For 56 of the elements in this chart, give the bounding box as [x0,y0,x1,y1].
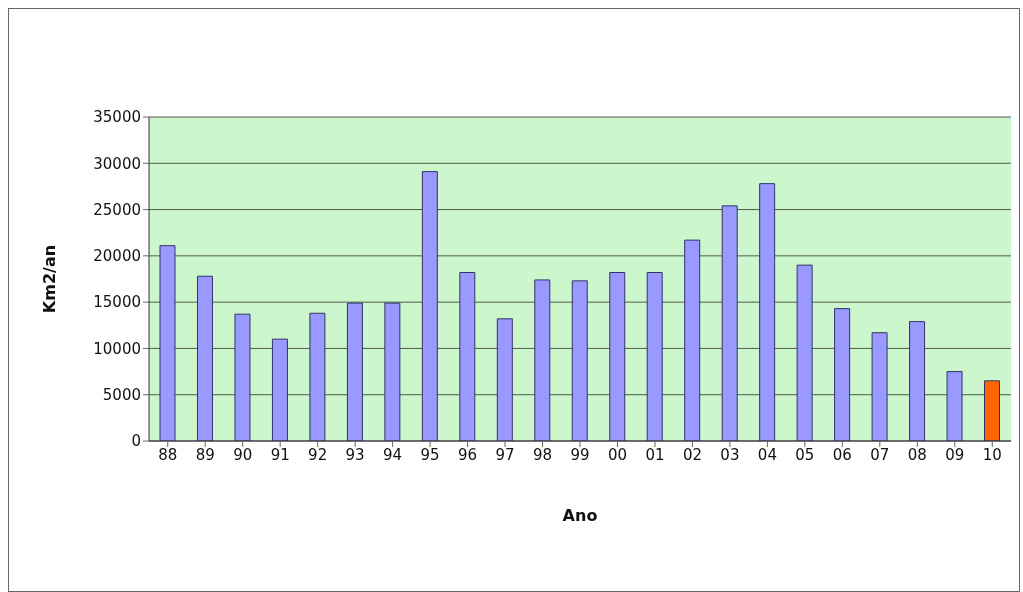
y-axis-title: Km2/an [39,244,59,314]
x-tick-label: 04 [757,445,777,464]
x-tick-label: 09 [945,445,965,464]
x-tick-label: 00 [607,445,628,464]
bar [309,312,326,441]
x-tick-label: 01 [645,445,665,464]
y-tick-label: 10000 [93,339,141,358]
bar [271,338,288,441]
bar [609,272,626,441]
x-tick-label: 88 [158,445,178,464]
bar [346,302,363,441]
x-tick-label: 90 [233,445,253,464]
bar [496,318,513,441]
bar [834,308,851,441]
bar [234,313,251,441]
y-tick-label: 35000 [93,108,141,127]
y-tick-label: 5000 [102,386,141,405]
x-tick-label: 98 [532,445,553,464]
x-tick-label: 96 [458,445,478,464]
y-tick-label: 25000 [93,200,141,219]
y-tick-label: 0 [131,432,141,451]
x-tick-label: 97 [495,445,515,464]
x-tick-label: 07 [870,445,890,464]
bar [159,245,176,441]
bar [571,280,588,441]
x-tick-label: 95 [420,445,440,464]
x-tick-label: 08 [907,445,927,464]
y-tick-label: 20000 [93,247,141,266]
bar [871,332,888,441]
bar [984,380,1001,441]
y-tick-label: 30000 [93,154,141,173]
x-tick-label: 10 [982,445,1002,464]
bar [384,302,401,441]
x-tick-label: 91 [270,445,290,464]
bar [421,171,438,441]
x-tick-label: 99 [570,445,590,464]
x-tick-label: 06 [832,445,852,464]
x-tick-label: 02 [682,445,702,464]
y-tick-label: 15000 [93,293,141,312]
x-tick-label: 89 [195,445,215,464]
x-tick-label: 94 [383,445,403,464]
bar [684,239,701,441]
bar [759,183,776,441]
bar [909,321,926,441]
bar [459,272,476,441]
bar [534,279,551,441]
bar [796,264,813,441]
x-tick-label: 03 [720,445,740,464]
bar [946,371,963,441]
bar [646,272,663,441]
x-tick-label: 93 [345,445,365,464]
x-axis-title: Ano [562,506,598,525]
bar [196,275,213,441]
bar [721,205,738,441]
x-tick-label: 05 [795,445,815,464]
x-tick-label: 92 [308,445,328,464]
